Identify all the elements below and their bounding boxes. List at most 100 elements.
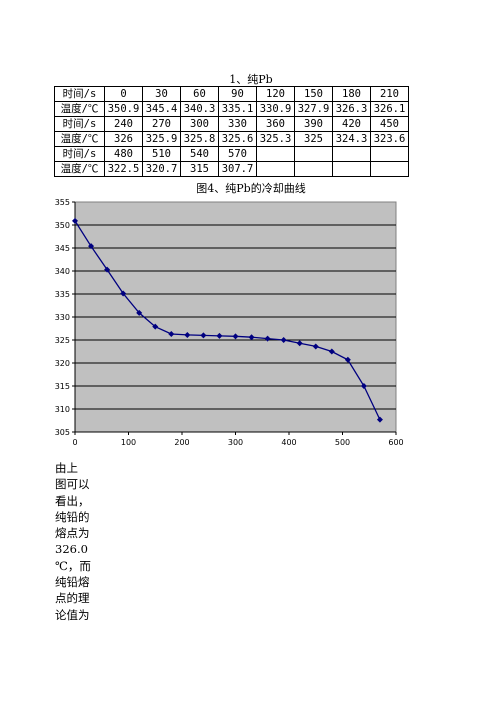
table-cell: 326 (104, 131, 143, 147)
data-point (120, 290, 127, 297)
table-cell (370, 146, 409, 162)
table-cell: 330.9 (256, 101, 295, 117)
row-label: 时间/s (54, 86, 105, 102)
data-table: 时间/s 0 30 60 90 120 150 180 210 温度/℃ 350.9 345.4 340… (54, 86, 409, 177)
table-cell: 570 (218, 146, 257, 162)
y-tick-label: 335 (55, 290, 70, 299)
table-cell: 30 (142, 86, 181, 102)
caption-line: ℃，而 (55, 558, 91, 573)
table-cell: 240 (104, 116, 143, 132)
data-point (152, 323, 159, 330)
data-point (104, 266, 111, 273)
cooling-curve-chart: 305 310 315 320 325 330 335 340 345 350 355 0 100 200… (55, 198, 404, 447)
table-cell: 420 (332, 116, 371, 132)
table-cell: 324.3 (332, 131, 371, 147)
y-tick-label: 330 (55, 313, 70, 322)
x-tick-label: 200 (174, 438, 189, 447)
data-point (344, 356, 351, 363)
table-title: 1、纯Pb (229, 73, 273, 86)
series-line (74, 220, 381, 420)
y-tick-label: 355 (55, 198, 70, 207)
table-cell (256, 161, 295, 177)
x-tick-label: 500 (335, 438, 350, 447)
caption-line: 326.0 (55, 542, 88, 557)
caption-line: 论值为 (55, 607, 90, 622)
caption-line: 由上 (55, 461, 78, 475)
data-point (376, 416, 383, 423)
row-label: 时间/s (54, 116, 105, 132)
y-tick-label: 350 (55, 221, 70, 230)
table-cell: 325.9 (142, 131, 181, 147)
caption-line: 纯铅熔 (55, 575, 90, 590)
row-label: 温度/℃ (54, 101, 105, 117)
table-cell: 320.7 (142, 161, 181, 177)
x-tick-label: 600 (388, 438, 403, 447)
caption-text: 由上 图可以 看出， 纯铅的 熔点为 326.0 ℃，而 纯铅熔 点的理 论值为 (55, 460, 111, 623)
chart-title: 图4、纯Pb的冷却曲线 (196, 182, 306, 195)
table-cell: 360 (256, 116, 295, 132)
data-point (216, 332, 223, 339)
table-cell: 330 (218, 116, 257, 132)
table-cell (256, 146, 295, 162)
table-cell: 180 (332, 86, 371, 102)
table-cell: 327.9 (294, 101, 333, 117)
table-cell: 322.5 (104, 161, 143, 177)
table-cell: 315 (180, 161, 219, 177)
table-cell: 0 (104, 86, 143, 102)
table-cell: 480 (104, 146, 143, 162)
data-point (328, 348, 335, 355)
caption-line: 看出， (55, 493, 90, 508)
row-label: 温度/℃ (54, 161, 105, 177)
data-point (312, 343, 319, 350)
table-cell: 325.8 (180, 131, 219, 147)
table-cell: 335.1 (218, 101, 257, 117)
table-cell: 90 (218, 86, 257, 102)
caption-line: 图可以 (55, 477, 90, 492)
table-cell: 540 (180, 146, 219, 162)
data-point (232, 333, 239, 340)
y-tick-label: 325 (55, 336, 70, 345)
table-cell: 307.7 (218, 161, 257, 177)
data-point (280, 337, 287, 343)
data-point (136, 309, 143, 316)
x-tick-label: 300 (228, 438, 243, 447)
table-cell: 210 (370, 86, 409, 102)
table-cell (294, 146, 333, 162)
table-row: 温度/℃ 322.5 320.7 315 307.7 (54, 161, 409, 177)
x-tick-label: 100 (121, 438, 136, 447)
table-cell: 450 (370, 116, 409, 132)
table-cell: 326.3 (332, 101, 371, 117)
y-tick-label: 320 (55, 359, 70, 368)
x-tick-label: 400 (281, 438, 296, 447)
table-cell: 325.3 (256, 131, 295, 147)
data-point (168, 331, 175, 338)
table-cell: 340.3 (180, 101, 219, 117)
table-cell: 350.9 (104, 101, 143, 117)
data-point (296, 340, 303, 347)
data-point (88, 243, 95, 250)
table-cell: 120 (256, 86, 295, 102)
table-cell: 345.4 (142, 101, 181, 117)
data-point (264, 335, 271, 342)
y-tick-label: 345 (55, 244, 70, 253)
table-cell: 270 (142, 116, 181, 132)
table-row: 时间/s 480 510 540 570 (54, 146, 409, 162)
data-point (360, 383, 367, 389)
table-cell: 60 (180, 86, 219, 102)
y-tick-label: 310 (55, 405, 70, 414)
caption-line: 熔点为 (55, 526, 90, 541)
table-cell (370, 161, 409, 177)
data-point (184, 331, 191, 338)
data-point (72, 217, 78, 224)
x-tick-label: 0 (72, 438, 77, 447)
table-cell: 390 (294, 116, 333, 132)
table-cell: 323.6 (370, 131, 409, 147)
table-row: 温度/℃ 350.9 345.4 340.3 335.1 330.9 327.9 326.3 3… (54, 101, 409, 117)
table-cell: 326.1 (370, 101, 409, 117)
table-cell (332, 146, 371, 162)
table-row: 温度/℃ 326 325.9 325.8 325.6 325.3 325 324.3 323.6 (54, 131, 409, 147)
table-cell (332, 161, 371, 177)
y-tick-label: 305 (55, 428, 70, 437)
data-point (248, 334, 255, 341)
table-cell (294, 161, 333, 177)
